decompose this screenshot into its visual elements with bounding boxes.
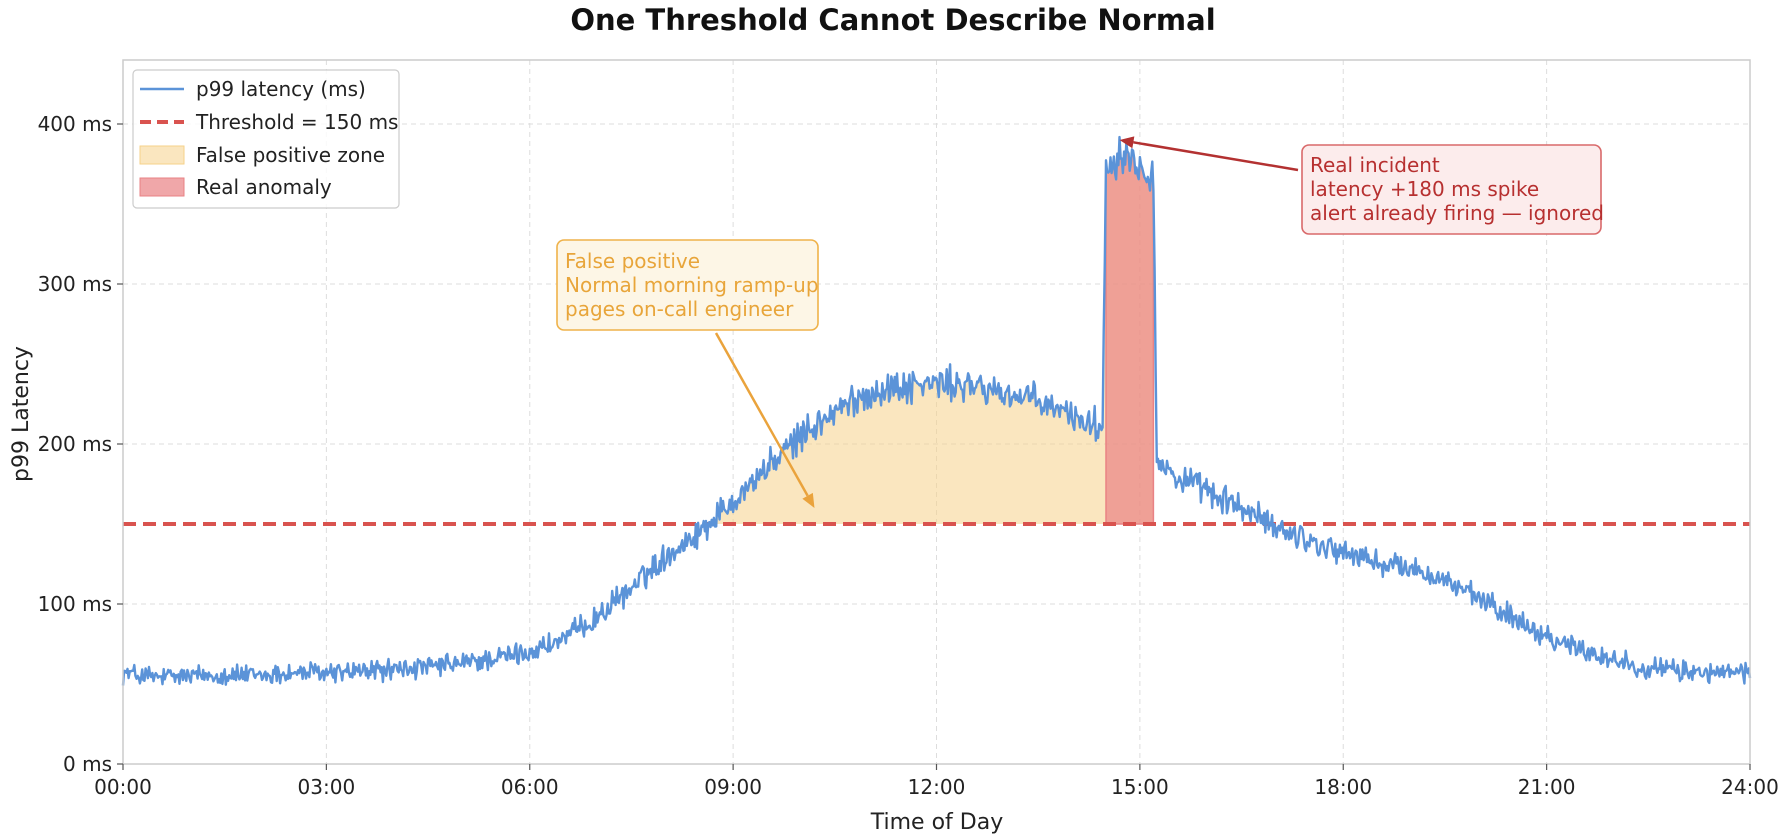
legend-label-latency: p99 latency (ms) (196, 77, 366, 101)
x-tick-label: 00:00 (94, 775, 152, 799)
y-tick-label: 0 ms (63, 752, 112, 776)
x-tick-label: 03:00 (298, 775, 356, 799)
annotation-real-incident-line-3: alert already firing — ignored (1310, 201, 1604, 225)
x-axis: 00:00 03:00 06:00 09:00 12:00 15:00 18:00 21:00… (94, 764, 1779, 799)
y-tick-label: 100 ms (38, 592, 112, 616)
annotation-real-incident: Real incident latency +180 ms spike aler… (1119, 136, 1604, 235)
annotation-false-positive-line-1: False positive (565, 249, 700, 273)
x-tick-label: 18:00 (1314, 775, 1372, 799)
real-anomaly-fill (1105, 137, 1155, 525)
legend-label-real-anomaly: Real anomaly (196, 175, 332, 199)
legend-frame (132, 69, 400, 209)
p99-latency-line (121, 135, 1752, 686)
x-tick-label: 09:00 (704, 775, 762, 799)
legend-false-positive-swatch (139, 145, 185, 165)
x-axis-label: Time of Day (870, 810, 1003, 835)
x-tick-label: 15:00 (1111, 775, 1169, 799)
annotation-false-positive-arrowhead (802, 492, 815, 508)
annotation-false-positive-line-3: pages on-call engineer (565, 297, 794, 321)
legend-label-threshold: Threshold = 150 ms (195, 110, 398, 134)
y-axis: 0 ms 100 ms 200 ms 300 ms 400 ms (38, 112, 123, 776)
x-tick-label: 24:00 (1721, 775, 1779, 799)
x-tick-label: 12:00 (908, 775, 966, 799)
annotation-false-positive-line-2: Normal morning ramp-up (565, 273, 819, 297)
legend-label-false-positive: False positive zone (196, 143, 385, 167)
annotation-real-incident-line-2: latency +180 ms spike (1310, 177, 1539, 201)
y-tick-label: 400 ms (38, 112, 112, 136)
annotation-real-incident-line-1: Real incident (1310, 153, 1440, 177)
y-axis-label: p99 Latency (9, 346, 34, 482)
annotation-real-incident-arrow (1133, 141, 1299, 172)
annotation-false-positive: False positive Normal morning ramp-up pa… (556, 239, 819, 508)
legend-real-anomaly-swatch (139, 177, 185, 197)
y-tick-label: 200 ms (38, 432, 112, 456)
annotation-false-positive-box (556, 239, 819, 331)
y-tick-label: 300 ms (38, 272, 112, 296)
annotation-false-positive-arrow (714, 332, 809, 497)
annotation-real-incident-arrowhead (1119, 136, 1135, 149)
x-tick-label: 06:00 (501, 775, 559, 799)
legend: p99 latency (ms) Threshold = 150 ms Fals… (132, 69, 400, 209)
chart-title: One Threshold Cannot Describe Normal (570, 3, 1215, 37)
annotation-real-incident-box (1301, 144, 1602, 235)
x-tick-label: 21:00 (1518, 775, 1576, 799)
